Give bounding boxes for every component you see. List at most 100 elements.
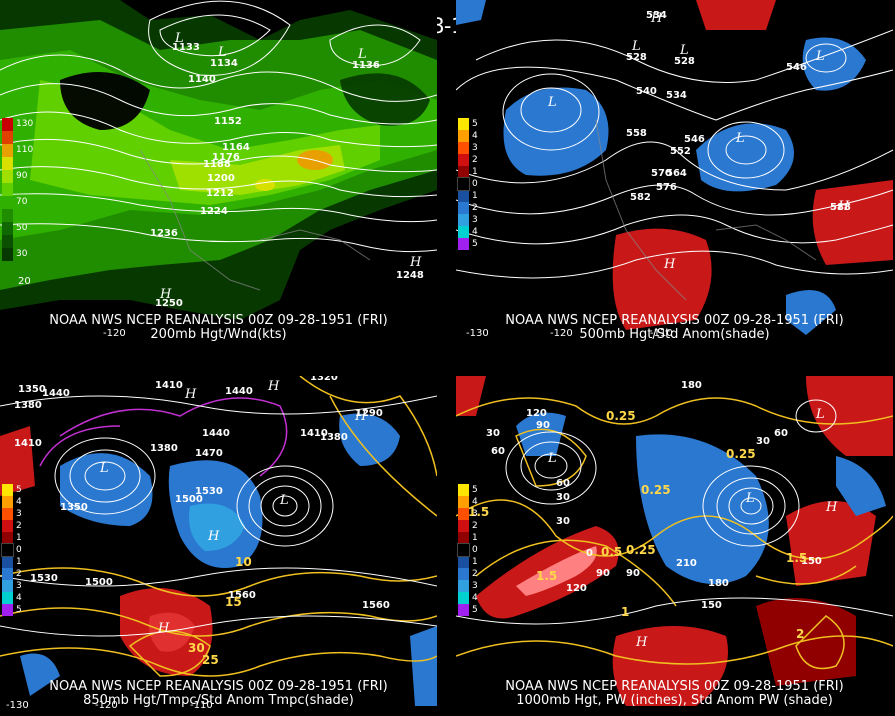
panel-1000mb: 120 90 30 60 60 30 30 0 90 90 180 210 18… (456, 376, 893, 716)
svg-text:1133: 1133 (172, 42, 200, 53)
svg-text:1440: 1440 (225, 386, 253, 397)
legend-swatch (2, 568, 13, 580)
legend-label: 2 (472, 155, 478, 165)
svg-text:1530: 1530 (30, 573, 58, 584)
anom-pos-east (812, 180, 893, 265)
legend-label: 2 (472, 521, 478, 531)
svg-text:1: 1 (621, 605, 629, 619)
svg-text:1440: 1440 (42, 388, 70, 399)
legend-label: 3 (472, 143, 478, 153)
legend-label: 5 (472, 239, 478, 249)
legend-swatch (2, 209, 13, 222)
legend-500mb: 5 4 3 2 1 0 1 2 3 4 5 (457, 118, 478, 250)
svg-text:30: 30 (556, 492, 570, 503)
legend-label: 50 (16, 223, 28, 233)
legend-label: 3 (472, 509, 478, 519)
legend-swatch (458, 214, 469, 226)
legend-swatch (2, 183, 13, 196)
svg-text:0.5: 0.5 (601, 545, 622, 559)
svg-text:L: L (679, 43, 689, 58)
legend-swatch (458, 520, 469, 532)
svg-text:H: H (159, 287, 172, 302)
anom-neg-central (636, 434, 769, 584)
svg-text:1164: 1164 (222, 142, 250, 153)
legend-label: 2 (16, 569, 22, 579)
legend-label: 3 (472, 215, 478, 225)
svg-text:1560: 1560 (228, 590, 256, 601)
svg-text:L: L (815, 407, 825, 422)
svg-text:H: H (825, 500, 838, 515)
anom-neg-ne (802, 37, 866, 91)
legend-swatch (2, 157, 13, 170)
svg-text:1.5: 1.5 (536, 569, 557, 583)
legend-swatch (2, 592, 13, 604)
svg-text:1440: 1440 (202, 428, 230, 439)
legend-swatch (458, 508, 469, 520)
svg-text:L: L (745, 491, 755, 506)
legend-swatch (2, 580, 13, 592)
legend-label: 4 (472, 593, 478, 603)
legend-label: 1 (16, 533, 22, 543)
svg-text:570: 570 (651, 168, 672, 179)
svg-text:1380: 1380 (14, 400, 42, 411)
legend-label: 90 (16, 171, 28, 181)
legend-swatch (458, 484, 469, 496)
svg-text:1236: 1236 (150, 228, 178, 239)
svg-text:90: 90 (596, 568, 610, 579)
lon-label: -130 (6, 700, 29, 711)
svg-text:1350: 1350 (18, 384, 46, 395)
legend-label: 0 (472, 179, 478, 189)
svg-text:90: 90 (626, 568, 640, 579)
legend-swatch (458, 226, 469, 238)
legend-swatch (458, 142, 469, 154)
svg-text:588: 588 (830, 202, 851, 213)
svg-text:10: 10 (235, 555, 252, 569)
svg-text:1176: 1176 (212, 152, 240, 163)
svg-text:L: L (217, 45, 227, 60)
svg-text:60: 60 (774, 428, 788, 439)
legend-label: 1 (472, 533, 478, 543)
legend-swatch (458, 532, 469, 544)
legend-label: 110 (16, 145, 34, 155)
legend-swatch (458, 166, 469, 178)
svg-text:120: 120 (566, 583, 587, 594)
legend-swatch (458, 580, 469, 592)
svg-text:H: H (663, 257, 676, 272)
lon-label: 20 (18, 276, 31, 287)
svg-text:582: 582 (630, 192, 651, 203)
svg-text:1530: 1530 (195, 486, 223, 497)
legend-label: 0 (16, 545, 22, 555)
legend-swatch (2, 222, 13, 235)
legend-label: 1 (472, 557, 478, 567)
legend-label: 5 (472, 605, 478, 615)
svg-text:1200: 1200 (207, 173, 235, 184)
svg-text:0.25: 0.25 (641, 483, 671, 497)
svg-text:1212: 1212 (206, 188, 234, 199)
svg-text:L: L (631, 39, 641, 54)
svg-text:546: 546 (786, 62, 807, 73)
legend-label: 2 (472, 203, 478, 213)
svg-text:H: H (267, 379, 280, 394)
legend-label: 4 (472, 131, 478, 141)
svg-text:534: 534 (646, 10, 667, 21)
legend-label: 1 (16, 557, 22, 567)
svg-text:1.5: 1.5 (786, 551, 807, 565)
svg-text:1.5: 1.5 (468, 505, 489, 519)
svg-text:H: H (184, 387, 197, 402)
svg-text:30: 30 (556, 516, 570, 527)
svg-text:1410: 1410 (155, 380, 183, 391)
anom-pos-south (612, 228, 712, 330)
panel-200mb: 1140 1152 1164 1176 1188 1200 1212 1224 … (0, 0, 437, 340)
lon-label: -120 (550, 328, 573, 339)
svg-text:1380: 1380 (150, 443, 178, 454)
legend-label: 1 (472, 167, 478, 177)
svg-text:1410: 1410 (300, 428, 328, 439)
svg-text:576: 576 (656, 182, 677, 193)
legend-850mb: 5 4 3 2 1 0 1 2 3 4 5 (1, 484, 22, 616)
legend-swatch (458, 496, 469, 508)
legend-label: 5 (16, 605, 22, 615)
svg-text:528: 528 (626, 52, 647, 63)
svg-text:180: 180 (681, 380, 702, 391)
svg-text:L: L (279, 493, 289, 508)
svg-text:H: H (409, 255, 422, 270)
